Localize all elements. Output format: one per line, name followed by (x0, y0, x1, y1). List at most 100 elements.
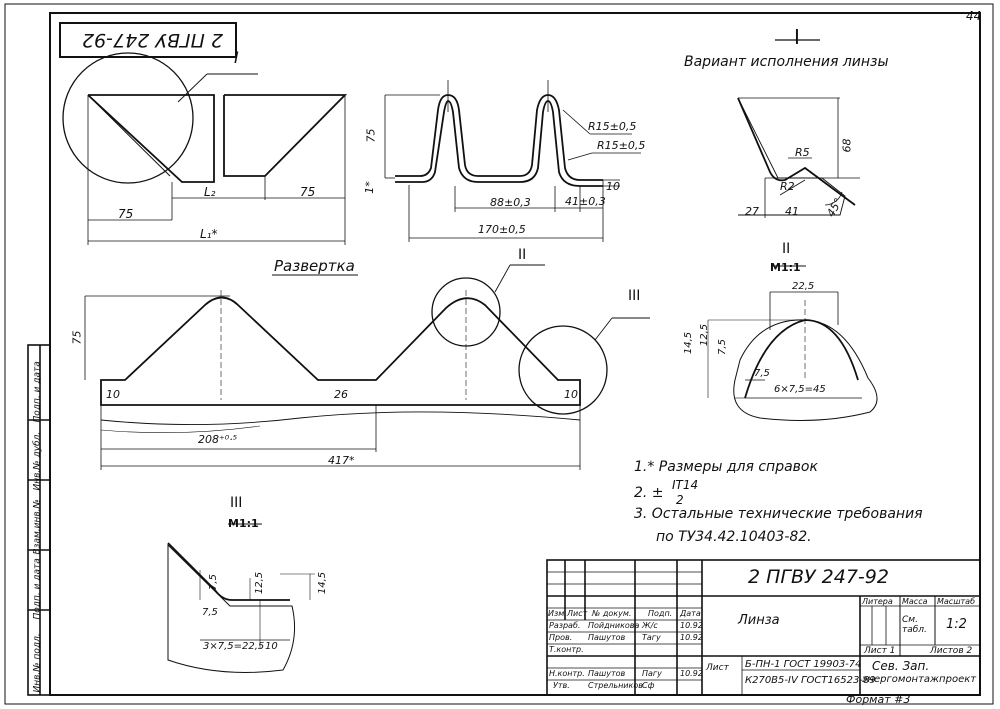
lens-section-view (62, 52, 348, 245)
dim-10: 10 (606, 180, 620, 193)
dim-41: 41±0,3 (565, 195, 606, 208)
dim-75-right: 75 (300, 185, 316, 199)
row-name-2: Пашутов (588, 633, 626, 642)
inner-frame (49, 12, 981, 696)
sheet-edge (4, 3, 994, 705)
dim-III-7b: 7,5 (202, 607, 218, 618)
sheet-label: Лист 1 (864, 646, 896, 656)
title-part-name: Линза (738, 613, 780, 628)
dim-88: 88±0,3 (490, 196, 531, 209)
margin-label-4: Инв.№ дубл. (32, 431, 43, 491)
razvertka-title: Развертка (274, 257, 355, 275)
head-col-list: Лист (567, 609, 588, 618)
title-block-lines (546, 559, 981, 696)
sheet-number: 44 (966, 9, 982, 23)
dim-r15-b: R15±0,5 (597, 139, 646, 152)
detail-III-scale: М1:1 (228, 517, 259, 530)
dim-75-left: 75 (118, 207, 134, 221)
head-col-doc: № докум. (592, 609, 632, 618)
margin-label-5: Подп. и дата (32, 361, 43, 423)
dim-l1: L₁* (200, 227, 218, 241)
corrugated-dims (384, 80, 641, 242)
view-marker-I: I (234, 48, 239, 67)
left-margin-strip (27, 344, 51, 696)
row-sign-1: Ж/с (642, 621, 658, 630)
row-name-1: Пойдникова (588, 621, 640, 630)
dim-dev-75: 75 (70, 330, 84, 345)
dim-41-detail: 41 (785, 205, 799, 218)
detail-II-view (707, 265, 878, 421)
dim-170: 170±0,5 (478, 223, 526, 236)
litera-label: Литера (862, 597, 893, 606)
detail-II-scale: М1:1 (770, 261, 801, 274)
dim-r5: R5 (795, 146, 810, 159)
note-3-line1: 3. Остальные технические требования (634, 506, 923, 522)
dim-III-14: 14,5 (317, 571, 329, 595)
row-sign-5: Сф (642, 681, 655, 690)
row-role-5: Утв. (553, 681, 570, 690)
note-2-denominator: 2 (676, 493, 684, 507)
row-date-4: 10.92 (680, 669, 703, 678)
row-role-3: Т.контр. (549, 645, 584, 654)
dim-III-12: 12,5 (254, 571, 266, 595)
sheets-label: Листов 2 (930, 646, 973, 656)
dim-height-75: 75 (364, 128, 378, 143)
org-line-2: энергомонтажпроект (862, 674, 977, 685)
dim-II-14: 14,5 (683, 331, 695, 355)
note-2-prefix: 2. ± (634, 485, 664, 501)
detail-II-marker: II (782, 241, 791, 257)
mass-label: Масса (902, 597, 928, 606)
note-1: 1.* Размеры для справок (634, 459, 818, 475)
detail-III-view (167, 523, 315, 673)
dim-III-3x: 3×7,5=22,5 (203, 641, 265, 652)
dim-dev-10-left: 10 (106, 388, 120, 401)
development-view (84, 264, 650, 470)
dim-II-12: 12,5 (699, 323, 711, 347)
dim-II-7a: 7,5 (716, 339, 728, 355)
dim-II-6x: 6×7,5=45 (774, 384, 826, 395)
dim-l2: L₂ (204, 185, 216, 199)
title-doc-code: 2 ПГВУ 247-92 (748, 566, 889, 588)
row-role-2: Пров. (549, 633, 573, 642)
scale-value: 1:2 (946, 617, 967, 632)
detail-I-view (737, 39, 860, 218)
list-label: Лист (706, 663, 729, 673)
top-stamp-text: 2 ПГВУ 247-92 (82, 29, 223, 51)
row-sign-4: Пагу (642, 669, 662, 678)
row-date-2: 10.92 (680, 633, 703, 642)
detail-III-marker: III (230, 495, 243, 511)
dim-dev-208: 208⁺⁰·⁵ (198, 433, 238, 446)
dim-II-22: 22,5 (792, 281, 815, 292)
dim-27: 27 (745, 205, 759, 218)
note-3-line2: по ТУ34.42.10403-82. (656, 529, 812, 545)
row-sign-2: Тагу (642, 633, 661, 642)
view-marker-II: II (518, 247, 527, 263)
mass-value: См. табл. (902, 615, 927, 635)
dim-dev-10-right: 10 (564, 388, 578, 401)
dim-dev-417: 417* (328, 454, 355, 467)
note-2-numerator: IT14 (672, 478, 699, 492)
note-ref-1: 1* (362, 181, 376, 194)
dim-r2: R2 (780, 180, 795, 193)
format-label: Формат #3 (846, 693, 911, 706)
head-col-date: Дата (680, 609, 701, 618)
variant-caption: Вариант исполнения линзы (684, 54, 889, 70)
scale-label: Масштаб (937, 597, 976, 606)
detail-I-marker: I (794, 25, 800, 49)
head-col-izm: Изм. (548, 609, 567, 618)
dim-68: 68 (840, 138, 854, 153)
row-role-4: Н.контр. (549, 669, 585, 678)
org-line-1: Сев. Зап. (872, 659, 930, 673)
head-col-sign: Подп. (648, 609, 673, 618)
top-stamp-box (59, 22, 237, 58)
material-2: К270В5-IV ГОСТ16523-89 (745, 675, 876, 686)
dim-dev-26: 26 (334, 388, 348, 401)
dim-r15-a: R15±0,5 (588, 120, 637, 133)
dim-III-7a: 7,5 (207, 574, 219, 590)
margin-label-1: Инв.№ подл. (32, 633, 43, 693)
row-name-5: Стрельников (588, 681, 643, 690)
dim-II-7b: 7,5 (754, 368, 770, 379)
corrugated-profile-view (395, 94, 603, 187)
